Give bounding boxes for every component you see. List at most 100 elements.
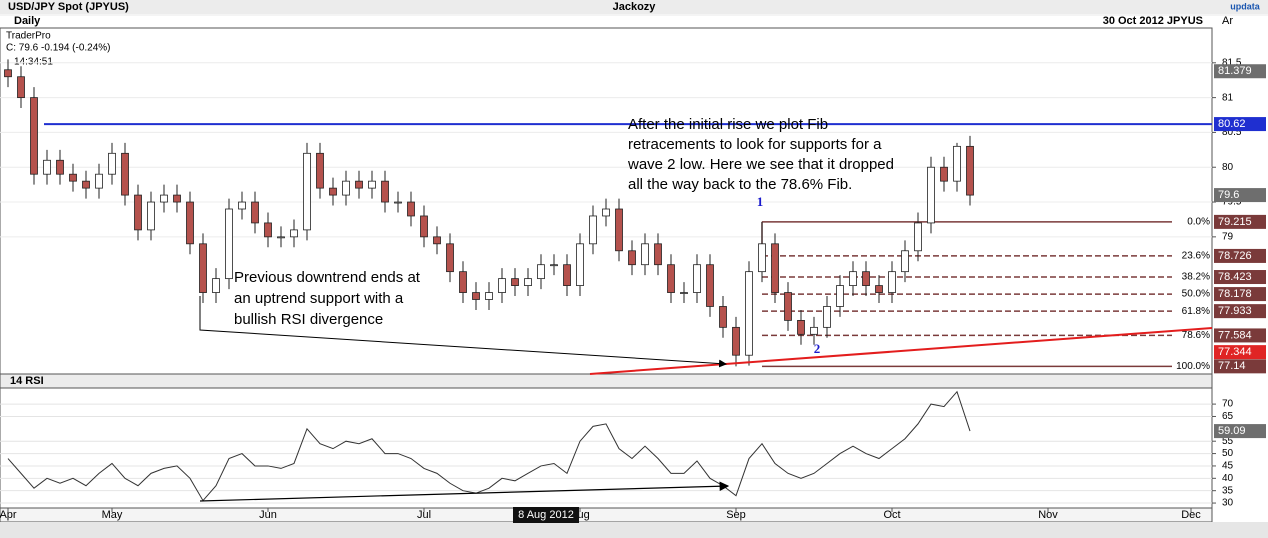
y-tick-label: 35 [1222,485,1234,496]
candle-body [628,250,636,266]
candle-body [654,243,662,266]
price-box-label: 59.09 [1218,425,1246,437]
fib-label: 100.0% [1176,361,1210,372]
y-tick-label: 80.5 [1222,127,1242,138]
candle-body [238,201,246,210]
candle-body [95,173,103,189]
candle-body [758,243,766,273]
period: Daily [14,15,41,27]
candle-body [784,292,792,321]
candle-body [251,201,259,224]
candle-body [355,180,363,189]
candle-body [199,243,207,293]
candle-body [927,166,935,224]
candle-body [836,285,844,307]
candle-body [862,271,870,286]
price-box-label: 78.726 [1218,250,1252,262]
candle-body [69,173,77,182]
candle-body [303,152,311,231]
candle-body [953,145,961,182]
x-tick-label: Oct [883,509,900,521]
candle-body [329,187,337,196]
x-tick-label: Jul [417,509,431,521]
candle-body [602,208,610,217]
fib-label: 50.0% [1182,289,1210,300]
annotation: an uptrend support with a [234,290,404,307]
y-tick-label: 45 [1222,461,1234,472]
annotation: After the initial rise we plot Fib [628,116,828,133]
candle-body [706,264,714,307]
source: TraderPro [6,31,51,42]
fib-label: 78.6% [1182,330,1210,341]
brand: updata [1230,1,1260,11]
fib-label: 61.8% [1182,306,1210,317]
price-box [1214,214,1266,229]
cursor-box [513,507,579,523]
price-box-label: 81.379 [1218,65,1252,77]
candle-body [433,236,441,245]
header-bar [0,0,1268,14]
x-tick-label: Dec [1181,509,1201,521]
price-box-label: 77.584 [1218,329,1252,341]
price-box-label: 77.14 [1218,360,1246,372]
candle-body [745,271,753,356]
rsi-header [0,373,1213,389]
fib-label: 38.2% [1182,272,1210,283]
y-tick-label: 70 [1222,399,1234,410]
annotation: retracements to look for supports for a [628,136,882,153]
candle-body [524,278,532,286]
annotation: bullish RSI divergence [234,311,383,328]
trend-line [589,327,1213,375]
subheader-bar [0,14,1268,16]
candle-body [485,292,493,300]
candle-body [459,271,467,293]
x-tick-label: Nov [1038,509,1058,521]
candle-body [576,243,584,286]
candle-body [771,243,779,293]
candle-body [446,243,454,273]
footer-bar [0,522,1268,538]
price-box [1214,248,1266,263]
y-tick-label: 79.5 [1222,197,1242,208]
annotation: Previous downtrend ends at [234,269,421,286]
price-box [1214,359,1266,374]
candle-body [550,264,558,267]
candle-body [43,159,51,175]
price-box [1214,345,1266,360]
x-tick-label: Sep [726,509,746,521]
y-tick-label: 40 [1222,473,1234,484]
candle-body [888,271,896,293]
candle-body [810,326,818,335]
candle-body [797,319,805,335]
candle-body [186,201,194,245]
x-tick-label: Apr [0,509,17,521]
candle-body [589,215,597,245]
candle-body [667,264,675,293]
price-box [1214,188,1266,203]
wave-label: 1 [757,194,764,209]
candle-body [914,222,922,252]
candle-body [407,201,415,217]
price-box [1214,117,1266,132]
price-box-label: 77.344 [1218,346,1252,358]
price-box [1214,304,1266,319]
candle-body [368,180,376,189]
price-box-label: 79.215 [1218,216,1252,228]
candle-body [225,208,233,280]
candle-body [901,250,909,273]
candle-body [342,180,350,196]
candle-body [82,180,90,189]
candle-body [277,236,285,239]
candle-body [563,264,571,286]
y-tick-label: 50 [1222,448,1234,459]
candle-body [849,271,857,286]
candle-body [56,159,64,175]
x-axis-bar [0,507,1213,523]
candle-body [4,69,12,78]
candle-body [641,243,649,266]
candle-body [173,194,181,203]
y-tick-label: 55 [1222,436,1234,447]
author: Jackozy [613,1,657,13]
